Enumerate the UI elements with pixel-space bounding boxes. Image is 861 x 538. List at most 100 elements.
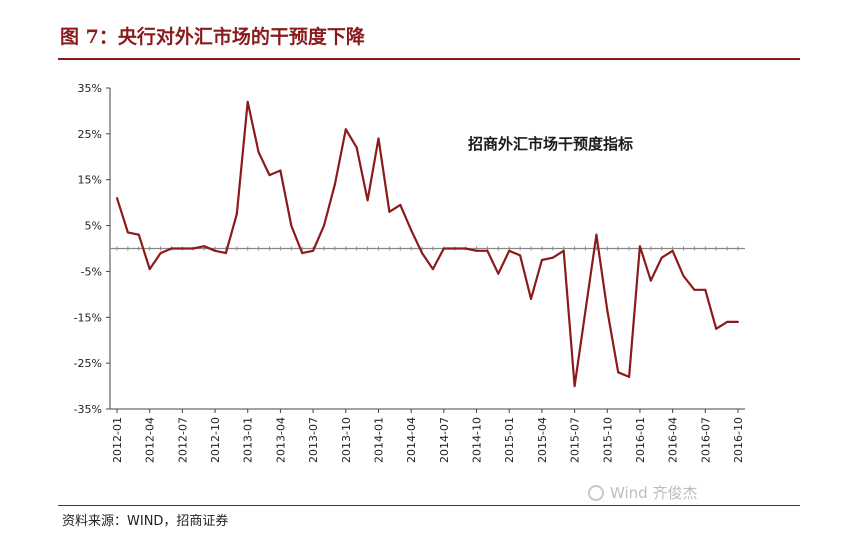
data-point	[257, 151, 260, 154]
data-point	[562, 249, 565, 252]
data-point	[388, 210, 391, 213]
data-point	[628, 375, 631, 378]
data-point	[181, 247, 184, 250]
x-tick-label: 2015-01	[503, 417, 516, 463]
x-axis-ticks: 2012-01 2012-04 2012-07 2012-10 2013-01 2013-…	[111, 409, 745, 463]
x-tick-label: 2013-07	[307, 417, 320, 463]
data-point	[442, 247, 445, 250]
data-point	[366, 199, 369, 202]
x-tick-label: 2012-07	[176, 417, 189, 463]
x-tick-label: 2012-10	[209, 417, 222, 463]
y-axis-ticks: 35% 25% 15% 5% -5% -15% -25% -35%	[74, 82, 110, 416]
watermark: Wind 齐俊杰	[588, 482, 697, 503]
data-point	[333, 183, 336, 186]
data-point	[235, 213, 238, 216]
data-point	[486, 249, 489, 252]
y-tick-label: 35%	[78, 82, 102, 95]
x-tick-label: 2016-10	[732, 417, 745, 463]
data-point	[682, 275, 685, 278]
data-point	[192, 247, 195, 250]
data-point	[551, 256, 554, 259]
data-point	[671, 249, 674, 252]
x-tick-label: 2012-01	[111, 417, 124, 463]
data-point	[323, 224, 325, 227]
x-tick-label: 2014-10	[471, 417, 484, 463]
data-point	[726, 320, 729, 323]
data-point	[279, 169, 282, 172]
data-point	[649, 279, 652, 282]
x-tick-label: 2015-04	[536, 417, 549, 463]
data-point	[453, 247, 456, 250]
data-point	[355, 146, 358, 149]
x-tick-label: 2013-04	[274, 417, 287, 463]
data-point	[268, 174, 271, 177]
data-point	[595, 233, 598, 236]
series-line	[115, 100, 738, 388]
x-tick-label: 2016-04	[667, 417, 680, 463]
y-tick-label: -5%	[81, 265, 102, 278]
data-point	[508, 249, 511, 252]
x-tick-label: 2016-07	[699, 417, 712, 463]
x-tick-label: 2014-07	[438, 417, 451, 463]
data-point	[540, 258, 543, 261]
data-point	[530, 297, 532, 300]
source-divider	[58, 505, 800, 506]
zero-line-ticks	[116, 246, 739, 251]
wechat-icon	[588, 484, 604, 501]
data-point	[203, 245, 206, 248]
data-point	[573, 385, 576, 388]
title-underline	[58, 58, 800, 60]
data-point	[519, 254, 522, 257]
x-tick-label: 2014-01	[372, 417, 385, 463]
x-tick-label: 2014-04	[405, 417, 418, 463]
y-tick-label: 5%	[85, 220, 102, 233]
data-point	[617, 371, 620, 374]
data-point	[399, 203, 402, 206]
data-point	[246, 100, 249, 103]
data-point	[290, 224, 293, 227]
data-point	[475, 249, 478, 252]
x-tick-label: 2015-10	[601, 417, 614, 463]
x-tick-label: 2015-07	[569, 417, 582, 463]
figure-header: 图 7：央行对外汇市场的干预度下降	[0, 0, 861, 62]
x-tick-label: 2013-10	[340, 417, 353, 463]
data-point	[344, 128, 347, 131]
series-legend-label: 招商外汇市场干预度指标	[468, 135, 634, 153]
x-tick-label: 2012-04	[144, 417, 157, 463]
data-point	[660, 256, 663, 259]
data-point	[638, 245, 641, 248]
data-point	[126, 231, 129, 234]
data-point	[715, 327, 718, 330]
watermark-text: Wind 齐俊杰	[610, 484, 698, 502]
y-tick-label: 25%	[78, 128, 102, 141]
data-point	[116, 197, 118, 200]
series-layer	[115, 100, 739, 388]
x-tick-label: 2013-01	[242, 417, 255, 463]
data-point	[584, 309, 587, 312]
y-tick-label: 15%	[78, 174, 102, 187]
figure-title: 图 7：央行对外汇市场的干预度下降	[60, 26, 365, 48]
data-point	[704, 288, 707, 291]
data-point	[464, 247, 467, 250]
data-point	[606, 309, 609, 312]
data-point	[301, 252, 304, 255]
x-tick-label: 2016-01	[634, 417, 647, 463]
y-tick-label: -15%	[74, 311, 102, 324]
data-point	[224, 252, 227, 255]
data-point	[214, 249, 217, 252]
y-tick-label: -35%	[74, 403, 102, 416]
data-point	[693, 288, 696, 291]
data-point	[312, 249, 315, 252]
data-point	[377, 137, 380, 140]
data-point	[421, 252, 424, 255]
data-point	[410, 229, 413, 232]
data-point	[170, 247, 173, 250]
source-note: 资料来源：WIND，招商证券	[62, 514, 229, 529]
data-point	[737, 320, 739, 323]
y-tick-label: -25%	[74, 357, 102, 370]
data-point	[137, 233, 140, 236]
data-point	[431, 268, 434, 271]
data-point	[148, 268, 151, 271]
data-point	[159, 252, 162, 255]
